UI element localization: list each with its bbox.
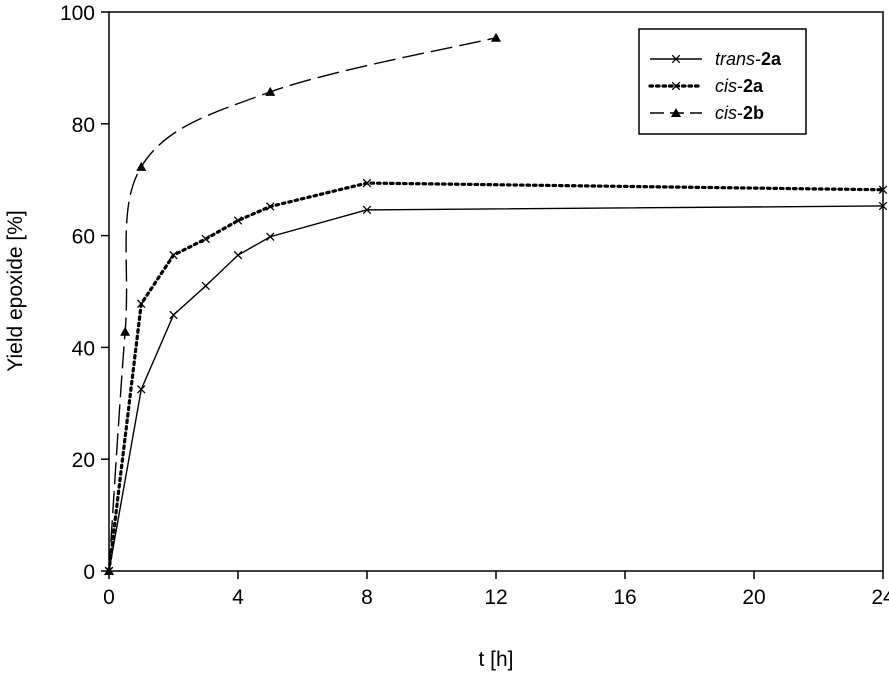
x-axis: 0 4 8 12 16 20 24 — [103, 571, 889, 609]
legend-item: cis-2b — [650, 103, 764, 123]
data-point — [265, 202, 275, 211]
data-point — [265, 86, 276, 96]
series-cis-2a — [104, 178, 888, 576]
y-tick-label: 20 — [72, 449, 95, 472]
y-tick-label: 0 — [83, 561, 95, 584]
x-tick-label: 20 — [742, 586, 765, 609]
series-cis-2b — [104, 32, 501, 575]
data-point — [233, 216, 243, 225]
series-line — [107, 181, 885, 573]
y-axis-title: Yield epoxide [%] — [4, 210, 27, 372]
series-layer — [104, 32, 888, 576]
data-point — [265, 232, 275, 241]
legend-box — [638, 28, 807, 135]
x-tick-label: 8 — [361, 586, 373, 609]
x-tick-label: 16 — [613, 586, 636, 609]
data-point — [201, 234, 211, 244]
legend-item: trans-2a — [650, 49, 782, 69]
legend-marker — [671, 81, 681, 91]
y-axis: 0 20 40 60 80 100 — [60, 2, 109, 584]
data-point — [362, 205, 372, 215]
series-line — [108, 37, 497, 572]
series-line — [108, 205, 884, 572]
legend-label: trans-2a — [715, 49, 782, 69]
legend-marker — [671, 54, 681, 64]
data-point — [491, 32, 501, 42]
y-tick-label: 60 — [72, 226, 95, 249]
x-tick-label: 0 — [103, 586, 115, 609]
series-trans-2a — [104, 201, 888, 576]
data-point — [169, 310, 178, 320]
legend-marker — [671, 108, 681, 117]
x-tick-label: 12 — [484, 586, 507, 609]
data-point — [136, 299, 146, 309]
legend-item: cis-2a — [648, 76, 764, 96]
data-point — [201, 281, 211, 291]
data-point — [362, 178, 372, 188]
data-point — [169, 250, 178, 260]
data-point — [136, 161, 147, 171]
y-tick-label: 80 — [72, 114, 95, 137]
legend-label: cis-2b — [715, 103, 764, 123]
x-axis-title: t [h] — [478, 648, 513, 671]
x-tick-label: 24 — [871, 586, 889, 609]
data-point — [136, 385, 146, 394]
data-point — [120, 326, 131, 336]
data-point — [233, 250, 243, 260]
data-point — [104, 566, 114, 575]
legend-label: cis-2a — [715, 76, 764, 96]
data-point — [878, 201, 888, 211]
legend: trans-2a cis-2a cis-2b — [638, 28, 807, 135]
y-tick-label: 40 — [72, 337, 95, 360]
y-tick-label: 100 — [60, 2, 95, 25]
x-tick-label: 4 — [232, 586, 244, 609]
data-point — [878, 185, 888, 195]
